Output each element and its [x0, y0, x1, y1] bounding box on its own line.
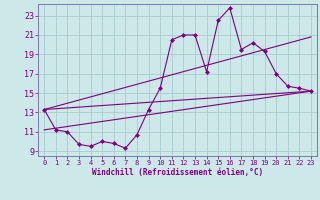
X-axis label: Windchill (Refroidissement éolien,°C): Windchill (Refroidissement éolien,°C)	[92, 168, 263, 177]
